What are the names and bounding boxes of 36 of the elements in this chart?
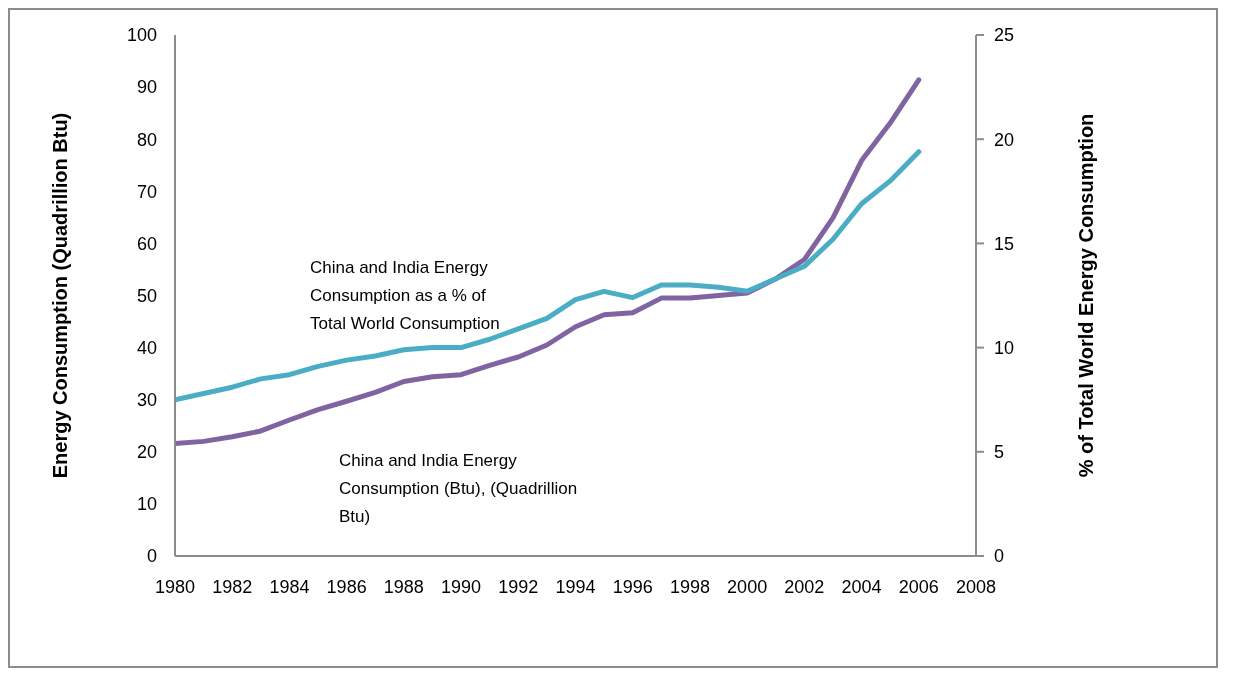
x-tick-label: 1998 (669, 576, 710, 597)
x-tick-label: 1980 (154, 576, 196, 597)
y-tick-label: 20 (136, 442, 157, 463)
text: China and India Energy Consumption (Btu), (Quadrillion Btu) (339, 450, 579, 528)
y2-tick-label: 0 (994, 546, 1005, 567)
x-tick-label: 2008 (955, 576, 997, 597)
x-tick-label: 2000 (727, 576, 768, 597)
x-tick-label: 2002 (784, 576, 825, 597)
x-tick-label: 1982 (212, 576, 253, 597)
y2-axis-title: % of Total World Energy Consumption (1075, 113, 1098, 478)
y-tick-label: 30 (136, 390, 157, 411)
y-axis-title: Energy Consumption (Quadrillion Btu) (49, 112, 72, 479)
y-tick-label: 100 (126, 25, 157, 46)
y2-tick-label: 20 (994, 129, 1015, 150)
x-tick-label: 1986 (326, 576, 367, 597)
y2-tick-label: 5 (994, 442, 1005, 463)
y2-tick-label: 10 (994, 337, 1015, 358)
y-tick-label: 90 (136, 77, 157, 98)
y-tick-label: 0 (146, 546, 157, 567)
y-tick-label: 50 (136, 285, 157, 306)
y2-tick-label: 15 (994, 233, 1015, 254)
x-tick-label: 1984 (269, 576, 310, 597)
x-tick-label: 2006 (898, 576, 939, 597)
x-tick-label: 1992 (498, 576, 539, 597)
series-label: China and India Energy Consumption as a % of Total World Consumption (310, 257, 501, 335)
y-tick-label: 80 (136, 129, 157, 150)
y-tick-label: 70 (136, 181, 157, 202)
x-tick-label: 1990 (441, 576, 482, 597)
x-tick-label: 2004 (841, 576, 882, 597)
y-tick-label: 10 (136, 494, 157, 515)
x-tick-label: 1994 (555, 576, 596, 597)
y2-tick-label: 25 (994, 25, 1015, 46)
x-tick-label: 1988 (383, 576, 424, 597)
x-tick-label: 1996 (612, 576, 653, 597)
y-tick-label: 60 (136, 233, 157, 254)
y-tick-label: 40 (136, 337, 157, 358)
